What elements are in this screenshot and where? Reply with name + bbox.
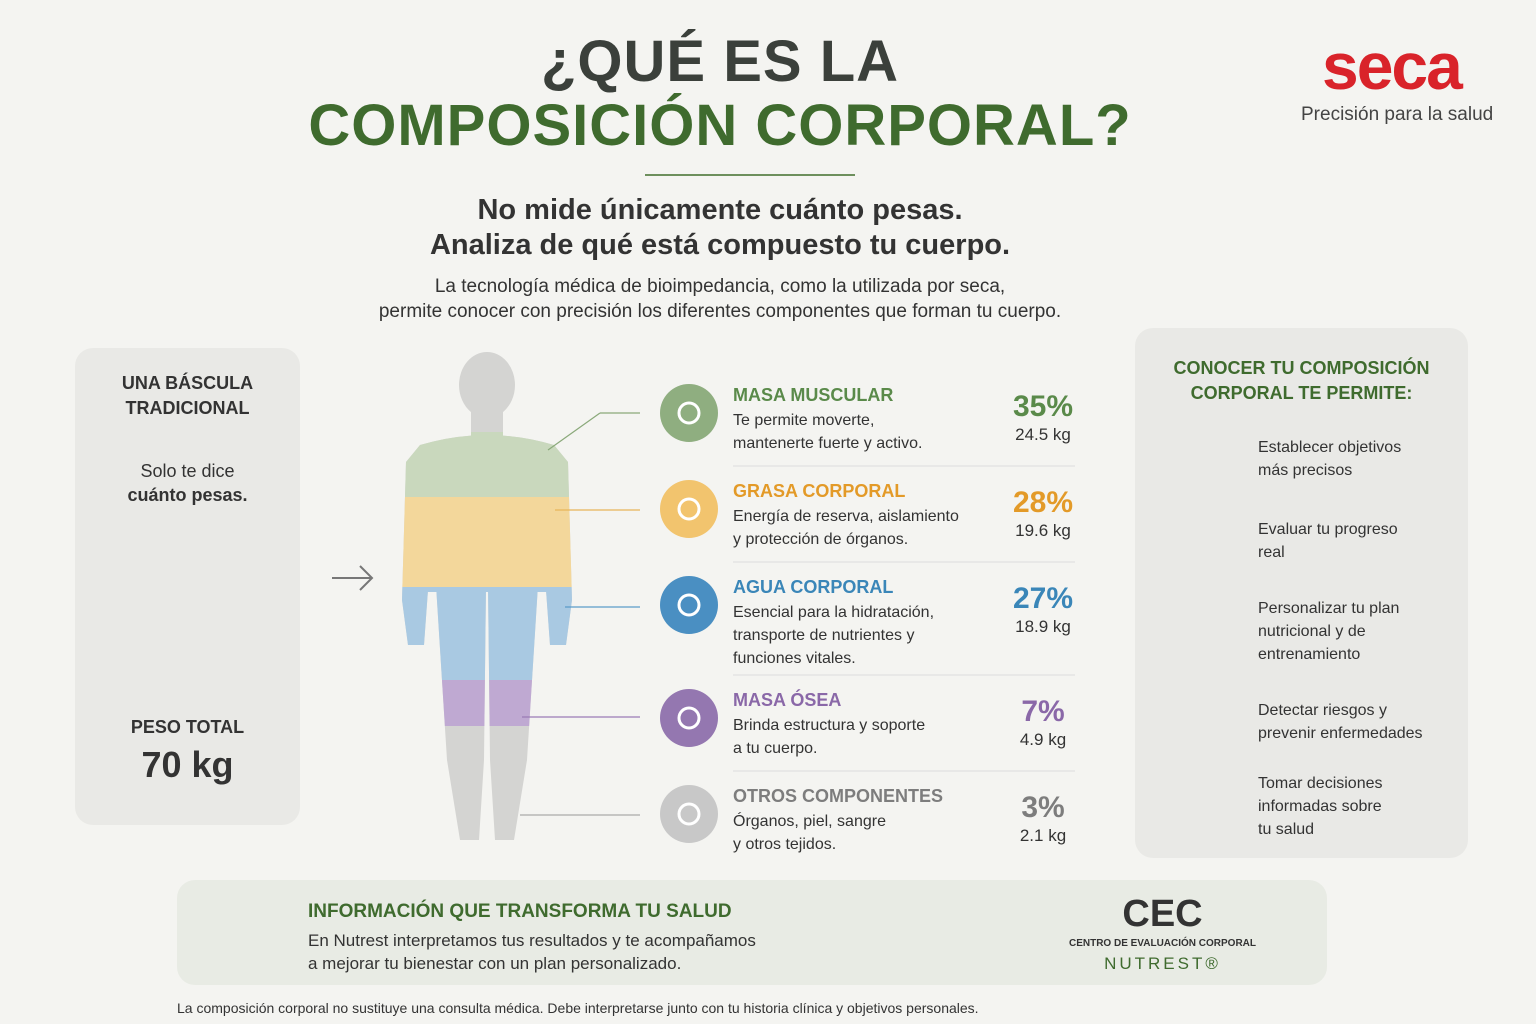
benefit-line: Tomar decisiones [1258,775,1383,792]
component-weight: 19.6 kg [1015,521,1071,540]
component-name: AGUA CORPORAL [733,577,894,597]
benefit-line: entrenamiento [1258,646,1361,663]
weight-value: 70 kg [141,744,234,785]
component-name: GRASA CORPORAL [733,481,906,501]
benefit-line: Establecer objetivos [1258,439,1402,456]
footnote: La composición corporal no sustituye una… [177,1000,979,1016]
benefit-line: prevenir enfermedades [1258,725,1423,742]
component-icon-glyph [677,401,701,425]
component-icon-glyph [677,593,701,617]
component-name: OTROS COMPONENTES [733,786,944,806]
description-line: Órganos, piel, sangre [733,813,886,830]
benefit-line: más precisos [1258,462,1353,479]
body-silhouette [402,352,572,840]
benefits-title: CONOCER TU COMPOSICIÓN [1173,358,1430,378]
description-line: funciones vitales. [733,650,856,667]
benefit-line: Detectar riesgos y [1258,702,1387,719]
arrow [332,565,374,591]
headline-1: No mide únicamente cuánto pesas. [477,194,963,226]
benefit-line: tu salud [1258,821,1315,838]
component-icon-glyph [677,497,701,521]
partner-brand: NUTREST® [1104,954,1221,973]
component-icon-glyph [677,802,701,826]
component-icon [660,689,718,747]
description-line: a tu cuerpo. [733,740,818,757]
intro-2: permite conocer con precisión los difere… [378,301,1062,322]
banner-text: a mejorar tu bienestar con un plan perso… [308,954,682,973]
component-weight: 18.9 kg [1015,617,1071,636]
benefit-text: Personalizar tu plan nutricional y de entr… [1258,597,1399,666]
scale-title: UNA BÁSCULA [121,373,254,393]
component-percent: 28% [1012,486,1074,519]
benefit-line: Evaluar tu progreso [1258,521,1398,538]
component-percent: 27% [1012,582,1074,615]
description-line: y protección de órganos. [733,531,909,548]
description-line: y otros tejidos. [733,836,837,853]
description-line: transporte de nutrientes y [733,627,915,644]
component-weight: 2.1 kg [1019,826,1067,845]
component-icon [660,384,718,442]
component-icon [660,480,718,538]
benefit-text: Tomar decisiones informadas sobre tu salud [1258,772,1383,841]
scale-text: cuánto pesas. [127,485,248,505]
benefits-title: CORPORAL TE PERMITE: [1190,383,1413,403]
benefit-line: informadas sobre [1258,798,1382,815]
component-name: MASA MUSCULAR [733,385,894,405]
banner-title: INFORMACIÓN QUE TRANSFORMA TU SALUD [308,901,732,922]
description-line: Energía de reserva, aislamiento [733,508,959,525]
description-line: mantenerte fuerte y activo. [733,435,923,452]
partner-name: CENTRO DE EVALUACIÓN CORPORAL [1068,938,1257,949]
component-description: Brinda estructura y soporte a tu cuerpo. [733,714,925,760]
title-line2: COMPOSICIÓN CORPORAL? [308,93,1132,158]
component-icon [660,785,718,843]
benefit-text: Evaluar tu progreso real [1258,518,1398,564]
banner-text: En Nutrest interpretamos tus resultados … [308,931,756,950]
scale-card [75,348,300,825]
component-description: Energía de reserva, aislamiento y protecc… [733,505,959,551]
banner [177,880,1327,985]
benefit-line: nutricional y de [1258,623,1366,640]
benefit-text: Establecer objetivos más precisos [1258,436,1401,482]
title-line1: ¿QUÉ ES LA [540,29,900,94]
description-line: Brinda estructura y soporte [733,717,926,734]
benefit-text: Detectar riesgos y prevenir enfermedades [1258,699,1423,745]
weight-label: PESO TOTAL [130,717,245,737]
connectors [520,412,640,816]
component-description: Esencial para la hidratación, transporte … [733,601,934,670]
benefits-card [1135,328,1468,858]
component-percent: 7% [1021,695,1065,728]
component-description: Te permite moverte, mantenerte fuerte y a… [733,409,922,455]
partner-acronym: CEC [1122,893,1203,935]
logo-tagline: Precisión para la salud [1301,104,1494,125]
scale-text: Solo te dice [140,461,235,481]
description-line: Esencial para la hidratación, [733,604,935,621]
benefit-line: real [1258,544,1285,561]
scale-title: TRADICIONAL [125,398,250,418]
logo-brand: seca [1322,29,1463,103]
component-percent: 3% [1021,791,1065,824]
component-percent: 35% [1012,390,1074,423]
component-weight: 24.5 kg [1015,425,1071,444]
component-icon [660,576,718,634]
intro-1: La tecnología médica de bioimpedancia, c… [434,276,1006,297]
component-description: Órganos, piel, sangre y otros tejidos. [733,810,886,856]
component-weight: 4.9 kg [1019,730,1067,749]
headline-2: Analiza de qué está compuesto tu cuerpo. [429,229,1011,261]
benefit-line: Personalizar tu plan [1258,600,1400,617]
component-icon-glyph [677,706,701,730]
description-line: Te permite moverte, [733,412,875,429]
component-name: MASA ÓSEA [733,690,842,710]
